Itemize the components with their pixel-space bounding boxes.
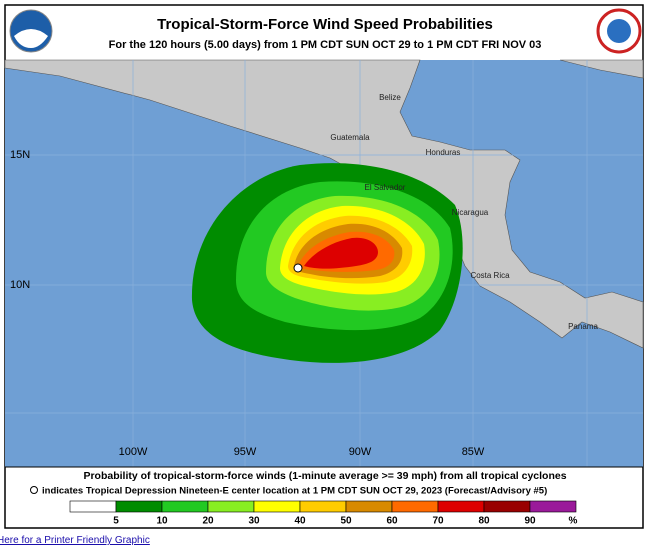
contour xyxy=(304,237,378,269)
legend-description: Probability of tropical-storm-force wind… xyxy=(83,470,566,482)
scale-swatch xyxy=(115,500,163,513)
nws-logo xyxy=(596,8,642,54)
scale-label: 50 xyxy=(340,516,352,527)
scale-label: 40 xyxy=(294,516,306,527)
noaa-logo xyxy=(9,9,53,53)
scale-swatch xyxy=(391,500,439,513)
scale-label: 30 xyxy=(248,516,260,527)
storm-center xyxy=(293,263,303,273)
probability-contours xyxy=(191,163,463,363)
scale-swatch xyxy=(207,500,255,513)
map: Belize Guatemala Honduras El Salvador Nicara… xyxy=(4,59,644,467)
title: Tropical-Storm-Force Wind Speed Probabil… xyxy=(157,16,493,33)
scale-swatch xyxy=(345,500,393,513)
lat-label: 15N xyxy=(10,149,30,161)
lon-label: 90W xyxy=(349,446,372,458)
place-label: Belize xyxy=(379,93,401,102)
scale-label: 90 xyxy=(524,516,536,527)
scale-swatch xyxy=(529,500,577,513)
legend-note: indicates Tropical Depression Nineteen-E… xyxy=(42,486,547,497)
lon-label: 95W xyxy=(234,446,257,458)
legend-marker xyxy=(30,486,38,494)
scale-swatch xyxy=(69,500,117,513)
scale-swatch xyxy=(483,500,531,513)
scale-label: 70 xyxy=(432,516,444,527)
place-label: Honduras xyxy=(426,148,461,157)
lat-label: 10N xyxy=(10,279,30,291)
lon-label: 100W xyxy=(119,446,148,458)
scale-label: 80 xyxy=(478,516,490,527)
place-label: Guatemala xyxy=(330,133,370,142)
scale-label: 60 xyxy=(386,516,398,527)
place-label: Nicaragua xyxy=(452,208,489,217)
place-label: Costa Rica xyxy=(470,271,510,280)
scale-swatch xyxy=(437,500,485,513)
scale-label: 10 xyxy=(156,516,168,527)
subtitle: For the 120 hours (5.00 days) from 1 PM … xyxy=(109,39,542,51)
scale-swatch xyxy=(253,500,301,513)
scale-swatch xyxy=(299,500,347,513)
place-label: El Salvador xyxy=(365,183,406,192)
place-label: Panama xyxy=(568,322,598,331)
lon-label: 85W xyxy=(462,446,485,458)
land xyxy=(4,59,644,349)
scale-unit: % xyxy=(569,516,578,527)
scale-swatch xyxy=(161,500,209,513)
scale-label: 20 xyxy=(202,516,214,527)
scale-label: 5 xyxy=(113,516,119,527)
printer-link[interactable]: Here for a Printer Friendly Graphic xyxy=(0,535,150,546)
color-scale: 5 10 20 30 40 50 60 70 80 90% xyxy=(69,500,578,527)
